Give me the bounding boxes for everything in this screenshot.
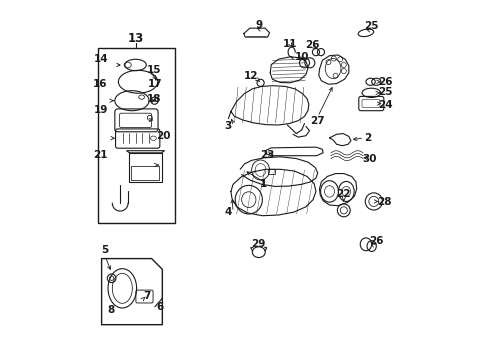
Bar [131,166,159,180]
Text: 15: 15 [147,65,162,75]
Text: 9: 9 [255,19,262,30]
Text: 26: 26 [305,40,319,50]
Text: 12: 12 [243,71,258,81]
Text: 23: 23 [260,150,274,160]
Text: 5: 5 [102,245,109,255]
Text: 10: 10 [294,52,308,62]
Text: 17: 17 [147,79,162,89]
Text: 27: 27 [310,116,325,126]
Text: 4: 4 [224,207,231,217]
Text: 19: 19 [93,105,107,115]
Text: 30: 30 [362,154,376,163]
Text: 26: 26 [378,77,392,87]
Text: 3: 3 [224,121,231,131]
Text: 20: 20 [156,131,170,141]
Text: 14: 14 [94,54,109,64]
Text: 16: 16 [93,79,107,89]
Text: 8: 8 [107,305,114,315]
Text: 24: 24 [378,100,392,110]
Text: 25: 25 [364,21,378,31]
Text: 1: 1 [259,179,266,189]
Text: 21: 21 [93,150,107,160]
Text: 13: 13 [128,32,144,45]
Bar [267,168,274,174]
Text: 26: 26 [368,237,383,247]
Text: 29: 29 [251,239,265,249]
Text: 28: 28 [377,197,391,207]
Text: 25: 25 [378,87,392,98]
Text: 11: 11 [283,39,297,49]
Bar [98,48,175,223]
Text: 6: 6 [156,302,163,312]
Text: 22: 22 [336,189,350,199]
Text: 18: 18 [147,94,162,104]
Text: 2: 2 [364,133,370,143]
Bar [129,153,162,182]
Text: 7: 7 [143,291,151,301]
